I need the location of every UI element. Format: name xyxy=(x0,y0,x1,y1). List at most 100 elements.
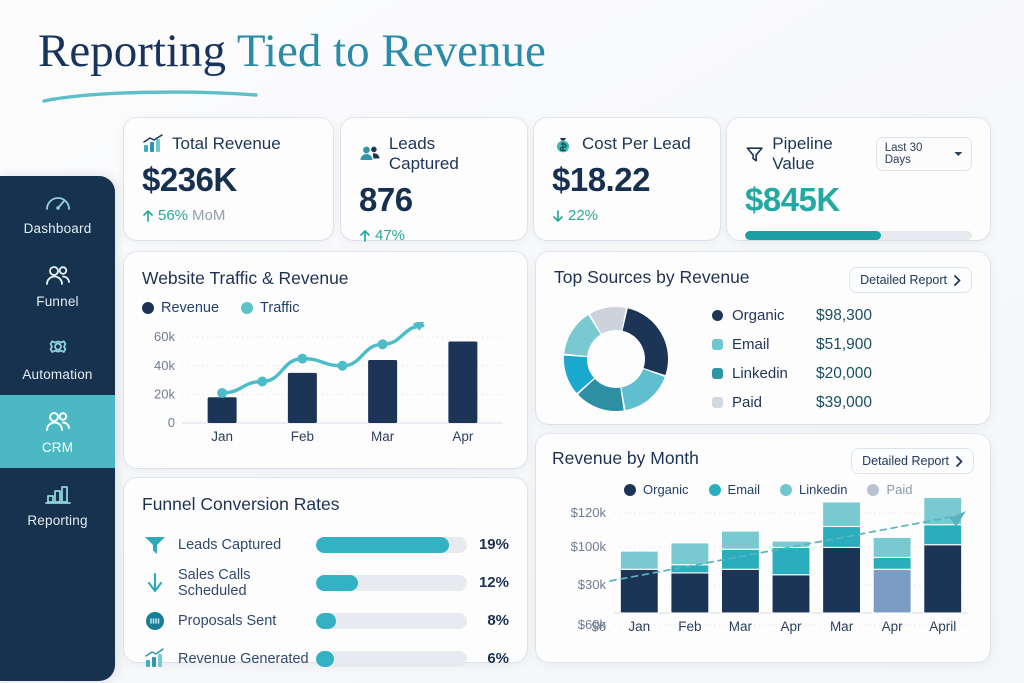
funnel-label: Revenue Generated xyxy=(178,650,309,667)
kpi-title: Total Revenue xyxy=(142,134,315,154)
legend-row-paid: Paid $39,000 xyxy=(712,394,872,412)
svg-text:$60k: $60k xyxy=(578,617,607,632)
legend-label: Linkedin xyxy=(799,482,848,497)
svg-text:Mar: Mar xyxy=(371,429,395,444)
legend-row-email: Email $51,900 xyxy=(712,336,872,354)
chart-legend: Organic Email Linkedin Paid xyxy=(624,482,974,497)
gauge-icon xyxy=(45,196,70,210)
svg-text:$100k: $100k xyxy=(571,539,607,554)
kpi-title: Leads Captured xyxy=(359,134,509,174)
svg-text:Jan: Jan xyxy=(628,619,650,634)
svg-text:$0: $0 xyxy=(592,619,606,634)
arrow-up-icon xyxy=(360,229,370,242)
funnel-icon xyxy=(145,536,165,554)
detailed-report-label: Detailed Report xyxy=(860,273,947,287)
panel-title: Website Traffic & Revenue xyxy=(142,268,349,288)
kpi-title-label: Cost Per Lead xyxy=(582,134,691,153)
progress-fill xyxy=(745,231,882,240)
legend-dot xyxy=(712,368,723,379)
funnel-label: Proposals Sent xyxy=(178,612,277,629)
svg-text:Feb: Feb xyxy=(291,429,314,444)
funnel-value: 6% xyxy=(487,650,509,667)
legend-dot xyxy=(708,483,721,496)
sidebar-item-label: Dashboard xyxy=(23,220,92,236)
legend-value: $20,000 xyxy=(816,364,873,382)
sidebar-item-crm[interactable]: CRM xyxy=(0,395,115,468)
sidebar-item-funnel[interactable]: Funnel xyxy=(0,249,115,322)
revenue-by-month-chart: $120k $100k $30k $60k$0 Jan Feb Mar Apr Mar Apr Ap… xyxy=(571,496,968,634)
funnel-bar-fill xyxy=(316,574,359,591)
legend-value: $98,300 xyxy=(816,306,873,324)
kpi-delta-suffix: MoM xyxy=(192,207,226,224)
legend-dot xyxy=(624,483,636,496)
kpi-delta-value: 22% xyxy=(568,207,599,224)
funnel-label: Leads Captured xyxy=(178,536,282,553)
gear-icon xyxy=(49,339,66,353)
date-range-label: Last 30 Days xyxy=(884,142,923,166)
funnel-value: 8% xyxy=(487,612,509,629)
funnel-label: Sales Calls Scheduled xyxy=(178,566,251,599)
legend-dot xyxy=(867,483,880,496)
title-underline-swoosh xyxy=(42,90,258,103)
sidebar-item-label: Reporting xyxy=(27,512,88,528)
svg-text:$30k: $30k xyxy=(578,577,607,592)
legend-label: Email xyxy=(727,482,761,497)
page-title-accent: Tied to Revenue xyxy=(236,25,546,77)
legend-item-traffic: Traffic xyxy=(241,300,300,316)
detailed-report-label: Detailed Report xyxy=(862,454,949,468)
people-icon xyxy=(45,265,70,285)
arrow-up-icon xyxy=(143,209,153,222)
sidebar-item-reporting[interactable]: Reporting xyxy=(0,468,115,541)
date-range-dropdown[interactable]: Last 30 Days xyxy=(875,137,972,171)
svg-text:Mar: Mar xyxy=(830,619,854,634)
legend-label: Linkedin xyxy=(732,365,788,382)
legend-label: Paid xyxy=(732,394,763,411)
pipeline-progress xyxy=(745,231,972,240)
funnel-row-proposals-sent: Proposals Sent 8% xyxy=(142,605,509,636)
kpi-title: Cost Per Lead xyxy=(552,134,702,154)
people-icon xyxy=(360,146,380,160)
legend-value: $51,900 xyxy=(816,335,873,353)
detailed-report-button[interactable]: Detailed Report xyxy=(851,448,974,474)
legend-item-revenue: Revenue xyxy=(142,300,219,316)
svg-text:60k: 60k xyxy=(154,329,175,344)
sidebar-item-dashboard[interactable]: Dashboard xyxy=(0,176,115,249)
panel-title: Top Sources by Revenue xyxy=(554,267,750,287)
legend-item-paid: Paid xyxy=(867,482,913,497)
funnel-value: 12% xyxy=(478,574,509,591)
panel-title: Revenue by Month xyxy=(552,448,699,468)
funnel-row-leads-captured: Leads Captured 19% xyxy=(142,529,509,560)
svg-text:Apr: Apr xyxy=(780,619,802,634)
panel-revenue-by-month: Revenue by Month Detailed Report Organic… xyxy=(536,434,990,662)
svg-text:April: April xyxy=(929,619,956,634)
funnel-bar-track xyxy=(316,574,467,591)
kpi-delta-value: 56% xyxy=(158,207,189,224)
legend-dot xyxy=(780,483,793,496)
sidebar-item-automation[interactable]: Automation xyxy=(0,322,115,395)
detailed-report-button[interactable]: Detailed Report xyxy=(849,267,972,293)
funnel-row-sales-calls: Sales Calls Scheduled 12% xyxy=(142,566,509,599)
svg-text:Jan: Jan xyxy=(211,429,233,444)
bar-chart-icon xyxy=(44,485,71,504)
kpi-title-label: Leads Captured xyxy=(388,134,459,173)
svg-text:0: 0 xyxy=(168,415,175,430)
kpi-card-pipeline-value: Pipeline Value Last 30 Days $845K xyxy=(727,118,990,240)
kpi-delta: 22% xyxy=(552,207,702,224)
bar-chart-trend-icon xyxy=(143,134,163,152)
funnel-bar-fill xyxy=(316,536,449,553)
sidebar-item-label: Automation xyxy=(22,366,93,382)
legend-item-organic: Organic xyxy=(624,482,689,497)
panel-title: Funnel Conversion Rates xyxy=(142,494,340,514)
legend-value: $39,000 xyxy=(816,393,873,411)
kpi-title-label: Total Revenue xyxy=(172,134,281,153)
svg-text:Feb: Feb xyxy=(678,619,701,634)
legend-label: Paid xyxy=(886,482,913,497)
funnel-row-revenue-generated: Revenue Generated 6% xyxy=(142,643,509,674)
kpi-card-total-revenue: Total Revenue $236K 56% MoM xyxy=(124,118,333,240)
legend-dot xyxy=(712,310,723,321)
legend-label: Organic xyxy=(643,482,689,497)
page-title-primary: Reporting xyxy=(38,25,237,77)
kpi-card-leads-captured: Leads Captured 876 47% xyxy=(341,118,527,244)
svg-text:20k: 20k xyxy=(154,386,175,401)
